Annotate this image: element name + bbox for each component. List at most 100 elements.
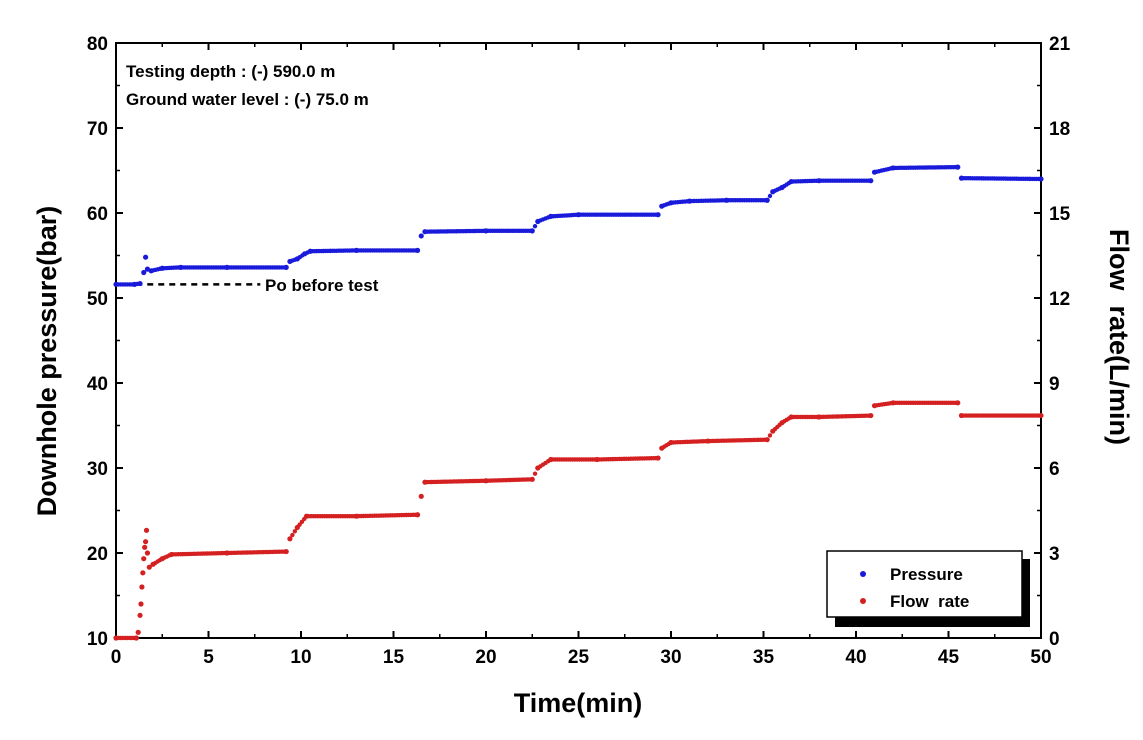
- legend: Pressure Flow rate: [826, 550, 1030, 627]
- flow-rate-trace-dot: [1036, 413, 1041, 418]
- pressure-trace-dot: [305, 250, 310, 255]
- flow-rate-point: [141, 556, 147, 562]
- pressure-trace-dot: [222, 265, 227, 270]
- x-tick-label: 0: [111, 647, 122, 668]
- pressure-trace-dot: [573, 212, 579, 218]
- legend-flow-label: Flow rate: [890, 592, 969, 611]
- y-left-tick-label: 20: [87, 544, 108, 565]
- legend-box: [826, 550, 1023, 618]
- x-axis-title: Time(min): [514, 688, 643, 718]
- x-tick-label: 40: [845, 647, 866, 668]
- flow-rate-trace-dot: [953, 400, 958, 406]
- pressure-trace-dot: [527, 228, 533, 234]
- x-tick-label: 15: [383, 647, 405, 668]
- flow-rate-point: [137, 612, 143, 618]
- pressure-trace-dot: [352, 248, 357, 253]
- pressure-trace-dot: [653, 212, 659, 217]
- plot-frame: [115, 42, 1042, 639]
- pressure-trace-dot: [953, 164, 958, 170]
- pressure-trace-dot: [721, 198, 727, 203]
- flow-rate-trace-dot: [292, 529, 298, 534]
- pressure-trace-dot: [176, 265, 181, 270]
- pressure-trace-dot: [481, 228, 486, 234]
- x-tick-label: 30: [660, 647, 681, 668]
- flow-rate-trace-dot: [703, 438, 708, 444]
- plot-layer: 0 5 10 15 20 25 30 35 40 45 50 10 20 30 40 50 60 70 80 0 3 6 9…: [87, 34, 1071, 668]
- flow-rate-trace-dot: [352, 513, 357, 519]
- x-tick-label: 10: [290, 647, 311, 668]
- x-tick-label: 20: [475, 647, 496, 668]
- y-right-axis-title: Flow rate(L/min): [1104, 229, 1134, 445]
- pressure-trace-dot: [866, 178, 871, 183]
- flow-rate-trace-dot: [157, 557, 163, 563]
- flow-rate-trace-dot: [131, 635, 137, 641]
- pressure-trace-dot: [767, 193, 773, 199]
- x-tick-label: 50: [1030, 647, 1051, 668]
- pressure-point: [141, 269, 147, 276]
- flow-rate-trace-dot: [762, 437, 768, 442]
- flow-rate-trace-dot: [527, 477, 533, 482]
- y-left-tick-label: 30: [87, 459, 108, 480]
- y-left-tick-label: 80: [87, 34, 108, 55]
- x-tick-label: 35: [753, 647, 775, 668]
- y-right-tick-label: 21: [1049, 34, 1071, 55]
- pressure-series: [113, 164, 1044, 287]
- flow-rate-trace-dot: [777, 422, 782, 427]
- pressure-trace-dot: [1036, 176, 1041, 182]
- flow-rate-point: [418, 493, 424, 499]
- flow-rate-point: [142, 544, 148, 550]
- flow-rate-trace-dot: [481, 478, 486, 484]
- flow-rate-trace-dot: [166, 553, 172, 558]
- water-level-annotation: Ground water level : (-) 75.0 m: [126, 90, 369, 109]
- flow-rate-point: [139, 584, 145, 590]
- pressure-point: [143, 254, 149, 260]
- flow-rate-trace-dot: [302, 516, 307, 522]
- pressure-trace-dot: [762, 198, 768, 203]
- pressure-trace-dot: [666, 201, 671, 206]
- pressure-trace-dot: [281, 265, 287, 270]
- y-right-tick-label: 15: [1049, 204, 1071, 225]
- pressure-trace-dot: [300, 253, 305, 258]
- y-right-tick-label: 3: [1049, 544, 1060, 565]
- y-left-axis-title: Downhole pressure(bar): [32, 206, 62, 517]
- pressure-trace-dot: [777, 186, 782, 191]
- y-right-tick-label: 12: [1049, 289, 1070, 310]
- legend-pressure-label: Pressure: [890, 565, 963, 584]
- flow-rate-trace-dot: [786, 416, 792, 421]
- y-left-tick-label: 50: [87, 289, 108, 310]
- flow-rate-trace-dot: [545, 459, 551, 464]
- y-left-tick-label: 70: [87, 119, 108, 140]
- y-right-tick-label: 6: [1049, 459, 1060, 480]
- flow-rate-trace-dot: [290, 532, 295, 538]
- flow-rate-trace-dot: [281, 549, 287, 554]
- y-right-tick-label: 9: [1049, 374, 1060, 395]
- legend-flow-marker: [860, 598, 866, 604]
- pressure-trace-dot: [135, 281, 140, 287]
- x-tick-label: 45: [938, 647, 960, 668]
- flow-rate-trace-dot: [413, 512, 418, 518]
- x-tick-label: 25: [568, 647, 590, 668]
- flow-rate-trace-dot: [814, 414, 819, 420]
- flow-rate-trace-dot: [888, 400, 893, 406]
- flow-rate-point: [146, 564, 152, 570]
- flow-rate-point: [143, 539, 149, 545]
- flow-rate-series: [113, 400, 1044, 641]
- flow-rate-trace-dot: [767, 433, 773, 438]
- flow-rate-trace-dot: [222, 550, 227, 556]
- y-left-tick-label: 10: [87, 629, 108, 650]
- testing-depth-annotation: Testing depth : (-) 590.0 m: [126, 62, 335, 81]
- flow-rate-point: [135, 629, 141, 635]
- y-right-tick-label: 18: [1049, 119, 1070, 140]
- flow-rate-point: [138, 601, 144, 607]
- legend-pressure-marker: [860, 571, 866, 577]
- pressure-trace-dot: [129, 282, 135, 287]
- pressure-point: [418, 233, 424, 239]
- pressure-trace-dot: [532, 223, 538, 229]
- pressure-trace-dot: [786, 180, 792, 186]
- flow-rate-point: [144, 550, 151, 556]
- annotation-block: Testing depth : (-) 590.0 m Ground water…: [126, 62, 379, 295]
- flow-rate-trace-dot: [532, 471, 538, 476]
- flow-rate-trace-dot: [866, 413, 871, 418]
- y-right-tick-label: 0: [1049, 629, 1060, 650]
- pressure-trace-dot: [157, 266, 163, 271]
